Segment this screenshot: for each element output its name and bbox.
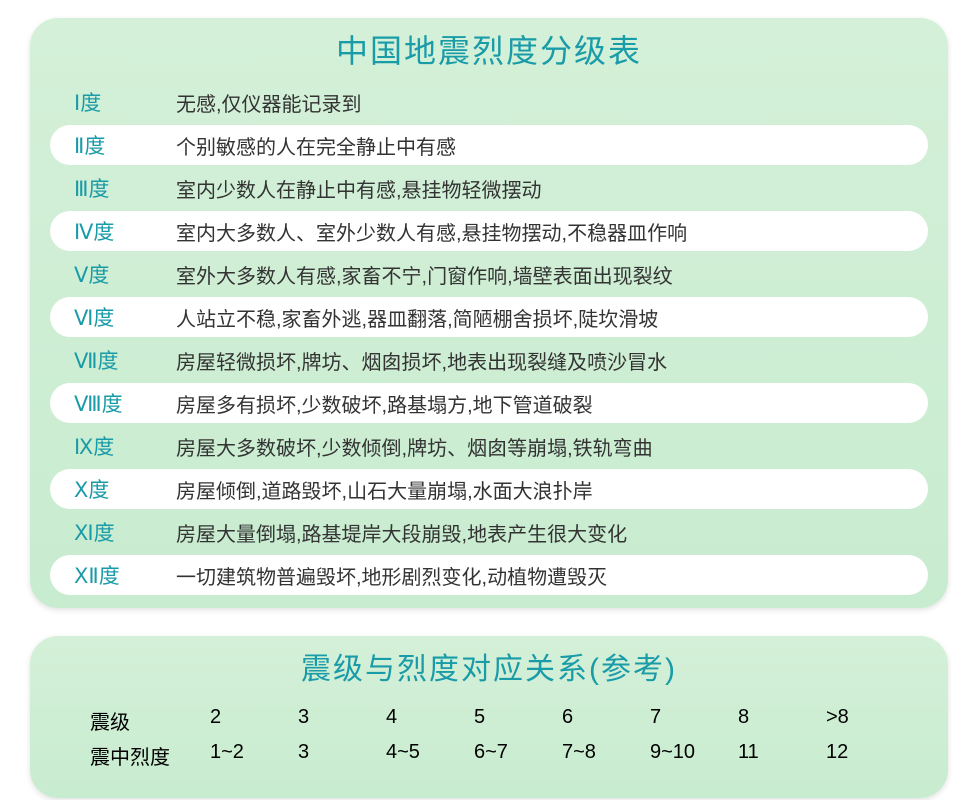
level-description: 个别敏感的人在完全静止中有感 bbox=[176, 131, 928, 160]
reference-table: 震级 2345678>8 震中烈度 1~234~56~77~89~101112 bbox=[30, 698, 948, 798]
magnitude-label: 震级 bbox=[90, 706, 210, 735]
level-description: 房屋轻微损坏,牌坊、烟囱损坏,地表出现裂缝及喷沙冒水 bbox=[176, 346, 928, 375]
level-label: Ⅺ度 bbox=[56, 517, 176, 547]
level-label: Ⅵ度 bbox=[56, 302, 176, 332]
intensity-cell: 12 bbox=[826, 741, 914, 770]
intensity-row: Ⅶ度房屋轻微损坏,牌坊、烟囱损坏,地表出现裂缝及喷沙冒水 bbox=[50, 340, 928, 380]
intensity-cell: 4~5 bbox=[386, 741, 474, 770]
intensity-row: Ⅰ度无感,仅仪器能记录到 bbox=[50, 82, 928, 122]
magnitude-row: 震级 2345678>8 bbox=[90, 706, 908, 735]
level-description: 一切建筑物普遍毁坏,地形剧烈变化,动植物遭毁灭 bbox=[176, 561, 928, 590]
magnitude-cell: 7 bbox=[650, 706, 738, 735]
intensity-row: Ⅷ度房屋多有损坏,少数破坏,路基塌方,地下管道破裂 bbox=[50, 383, 928, 423]
level-description: 无感,仅仪器能记录到 bbox=[176, 88, 928, 117]
level-label: ⅩⅡ度 bbox=[56, 560, 176, 590]
intensity-row: ⅩⅡ度一切建筑物普遍毁坏,地形剧烈变化,动植物遭毁灭 bbox=[50, 555, 928, 595]
level-label: Ⅸ度 bbox=[56, 431, 176, 461]
intensity-row: Ⅱ度个别敏感的人在完全静止中有感 bbox=[50, 125, 928, 165]
magnitude-cell: 6 bbox=[562, 706, 650, 735]
level-label: Ⅶ度 bbox=[56, 345, 176, 375]
level-description: 室外大多数人有感,家畜不宁,门窗作响,墙壁表面出现裂纹 bbox=[176, 260, 928, 289]
level-description: 房屋大多数破坏,少数倾倒,牌坊、烟囱等崩塌,铁轨弯曲 bbox=[176, 432, 928, 461]
magnitude-cell: 2 bbox=[210, 706, 298, 735]
level-label: Ⅲ度 bbox=[56, 173, 176, 203]
level-description: 房屋多有损坏,少数破坏,路基塌方,地下管道破裂 bbox=[176, 389, 928, 418]
level-description: 房屋大量倒塌,路基堤岸大段崩毁,地表产生很大变化 bbox=[176, 518, 928, 547]
level-description: 室内大多数人、室外少数人有感,悬挂物摆动,不稳器皿作响 bbox=[176, 217, 928, 246]
intensity-row: Ⅹ度房屋倾倒,道路毁坏,山石大量崩塌,水面大浪扑岸 bbox=[50, 469, 928, 509]
magnitude-cell: 8 bbox=[738, 706, 826, 735]
card-header: 中国地震烈度分级表 bbox=[30, 18, 948, 82]
intensity-row: Ⅸ度房屋大多数破坏,少数倾倒,牌坊、烟囱等崩塌,铁轨弯曲 bbox=[50, 426, 928, 466]
intensity-rows: Ⅰ度无感,仅仪器能记录到Ⅱ度个别敏感的人在完全静止中有感Ⅲ度室内少数人在静止中有… bbox=[30, 82, 948, 608]
intensity-cell: 6~7 bbox=[474, 741, 562, 770]
intensity-cell: 1~2 bbox=[210, 741, 298, 770]
intensity-cell: 3 bbox=[298, 741, 386, 770]
level-label: Ⅷ度 bbox=[56, 388, 176, 418]
reference-card: 震级与烈度对应关系(参考) 震级 2345678>8 震中烈度 1~234~56… bbox=[30, 636, 948, 798]
intensity-label: 震中烈度 bbox=[90, 741, 210, 770]
intensity-row: Ⅲ度室内少数人在静止中有感,悬挂物轻微摆动 bbox=[50, 168, 928, 208]
intensity-row: Ⅴ度室外大多数人有感,家畜不宁,门窗作响,墙壁表面出现裂纹 bbox=[50, 254, 928, 294]
spacer bbox=[30, 608, 948, 636]
intensity-cell: 11 bbox=[738, 741, 826, 770]
intensity-row: 震中烈度 1~234~56~77~89~101112 bbox=[90, 741, 908, 770]
level-label: Ⅰ度 bbox=[56, 87, 176, 117]
magnitude-cell: 4 bbox=[386, 706, 474, 735]
intensity-cell: 9~10 bbox=[650, 741, 738, 770]
intensity-scale-card: 中国地震烈度分级表 Ⅰ度无感,仅仪器能记录到Ⅱ度个别敏感的人在完全静止中有感Ⅲ度… bbox=[30, 18, 948, 608]
level-description: 室内少数人在静止中有感,悬挂物轻微摆动 bbox=[176, 174, 928, 203]
level-label: Ⅴ度 bbox=[56, 259, 176, 289]
magnitude-cell: >8 bbox=[826, 706, 914, 735]
level-description: 人站立不稳,家畜外逃,器皿翻落,简陋棚舍损坏,陡坎滑坡 bbox=[176, 303, 928, 332]
level-label: Ⅹ度 bbox=[56, 474, 176, 504]
magnitude-cell: 5 bbox=[474, 706, 562, 735]
intensity-cell: 7~8 bbox=[562, 741, 650, 770]
magnitude-cell: 3 bbox=[298, 706, 386, 735]
intensity-row: Ⅺ度房屋大量倒塌,路基堤岸大段崩毁,地表产生很大变化 bbox=[50, 512, 928, 552]
main-title: 中国地震烈度分级表 bbox=[30, 26, 948, 72]
level-label: Ⅱ度 bbox=[56, 130, 176, 160]
intensity-row: Ⅵ度人站立不稳,家畜外逃,器皿翻落,简陋棚舍损坏,陡坎滑坡 bbox=[50, 297, 928, 337]
intensity-row: Ⅳ度室内大多数人、室外少数人有感,悬挂物摆动,不稳器皿作响 bbox=[50, 211, 928, 251]
level-description: 房屋倾倒,道路毁坏,山石大量崩塌,水面大浪扑岸 bbox=[176, 475, 928, 504]
card2-header: 震级与烈度对应关系(参考) bbox=[30, 636, 948, 698]
level-label: Ⅳ度 bbox=[56, 216, 176, 246]
ref-title: 震级与烈度对应关系(参考) bbox=[30, 644, 948, 688]
